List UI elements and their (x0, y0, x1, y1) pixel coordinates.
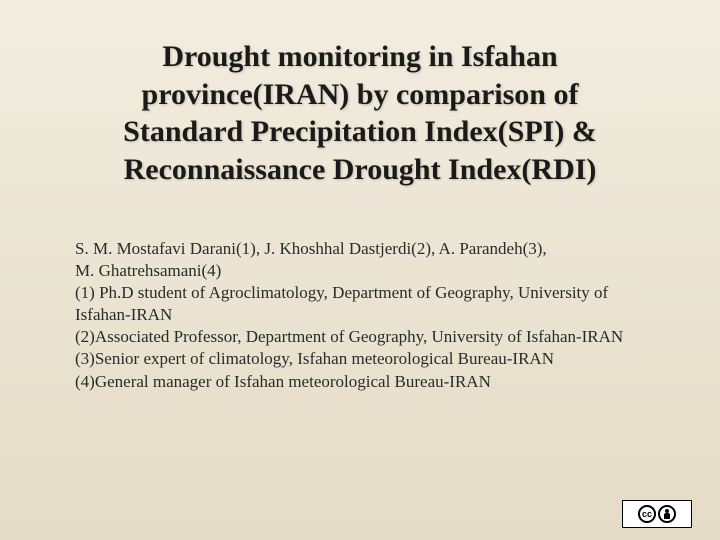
slide-container: Drought monitoring in Isfahan province(I… (0, 0, 720, 540)
title-line: Drought monitoring in Isfahan (40, 38, 680, 76)
by-icon (658, 505, 676, 523)
slide-title: Drought monitoring in Isfahan province(I… (40, 38, 680, 188)
author-names: S. M. Mostafavi Darani(1), J. Khoshhal D… (75, 238, 660, 260)
cc-icon: cc (638, 505, 656, 523)
person-icon (663, 509, 671, 519)
title-line: Reconnaissance Drought Index(RDI) (40, 151, 680, 189)
author-names: M. Ghatrehsamani(4) (75, 260, 660, 282)
affiliation: (4)General manager of Isfahan meteorolog… (75, 371, 660, 393)
cc-license-badge: cc (622, 500, 692, 528)
cc-text: cc (642, 509, 652, 519)
affiliation: (2)Associated Professor, Department of G… (75, 326, 660, 348)
title-line: Standard Precipitation Index(SPI) & (40, 113, 680, 151)
affiliation: (1) Ph.D student of Agroclimatology, Dep… (75, 282, 660, 326)
authors-block: S. M. Mostafavi Darani(1), J. Khoshhal D… (40, 238, 680, 393)
affiliation: (3)Senior expert of climatology, Isfahan… (75, 348, 660, 370)
title-line: province(IRAN) by comparison of (40, 76, 680, 114)
